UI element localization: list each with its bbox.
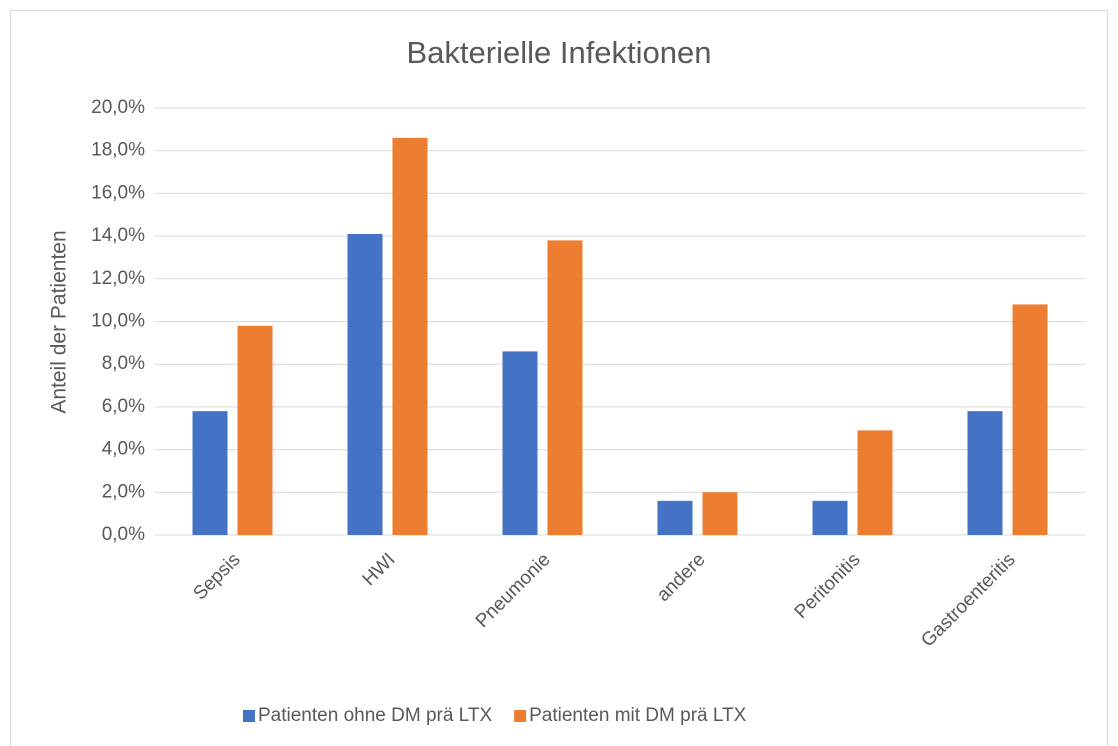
bar: [237, 325, 273, 535]
bar: [347, 233, 383, 535]
y-tick-label: 10,0%: [91, 311, 145, 332]
bar: [857, 430, 893, 535]
bar: [812, 500, 848, 535]
bar: [392, 137, 428, 535]
y-tick-label: 12,0%: [91, 268, 145, 289]
y-tick-label: 16,0%: [91, 182, 145, 203]
y-tick-label: 8,0%: [102, 353, 145, 374]
bar: [657, 500, 693, 535]
bar: [702, 492, 738, 535]
bar: [502, 351, 538, 535]
legend-label: Patienten mit DM prä LTX: [529, 705, 747, 726]
legend-swatch: [514, 710, 527, 722]
legend-swatch: [243, 710, 255, 722]
y-tick-label: 14,0%: [91, 225, 145, 246]
bar: [192, 411, 228, 535]
bar: [1012, 304, 1048, 535]
legend-label: Patienten ohne DM prä LTX: [258, 705, 492, 726]
bar: [547, 240, 583, 535]
y-axis-title: Anteil der Patienten: [48, 230, 71, 413]
chart-title: Bakterielle Infektionen: [406, 35, 711, 70]
y-tick-label: 20,0%: [91, 97, 145, 118]
bar: [967, 411, 1003, 535]
y-tick-label: 4,0%: [102, 439, 145, 460]
y-tick-label: 6,0%: [102, 396, 145, 417]
y-tick-label: 2,0%: [102, 481, 145, 502]
y-tick-label: 18,0%: [91, 140, 145, 161]
y-tick-label: 0,0%: [102, 524, 145, 545]
